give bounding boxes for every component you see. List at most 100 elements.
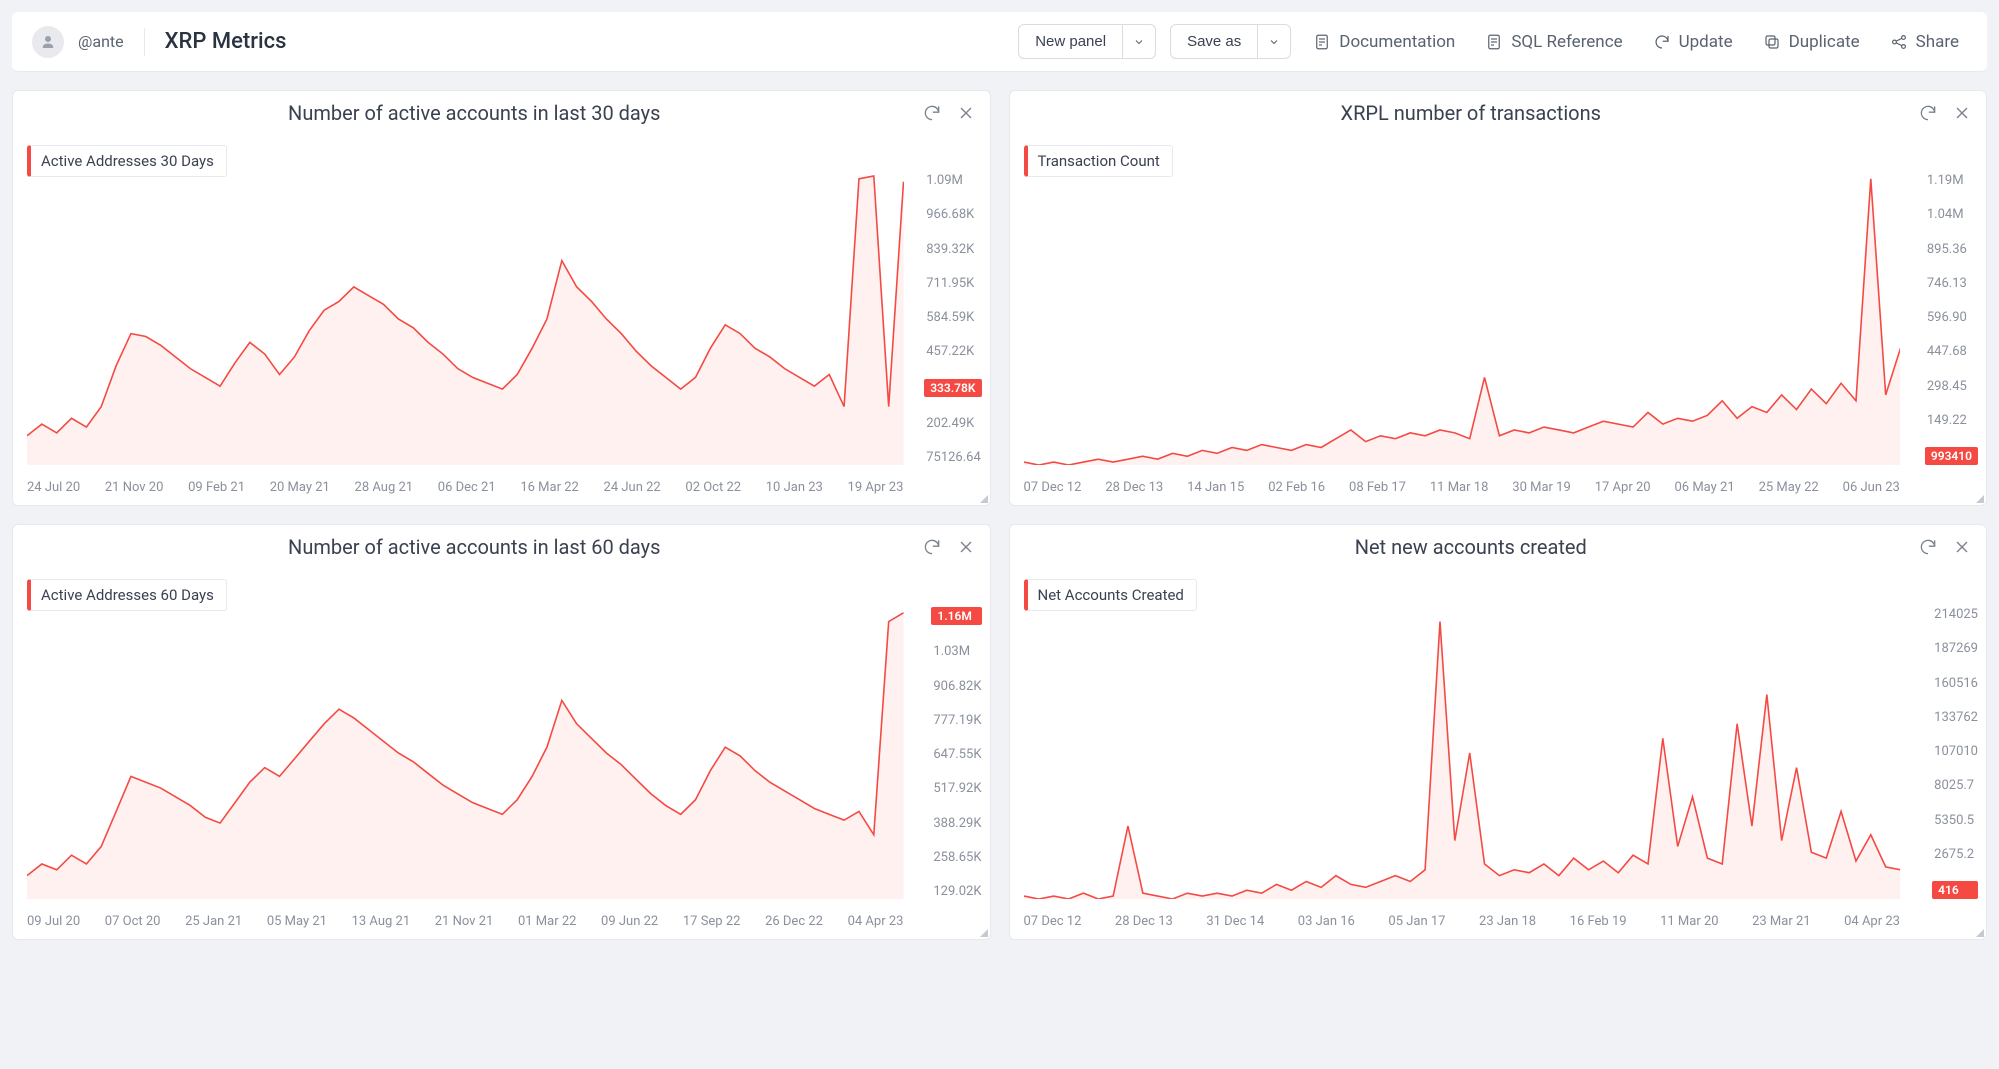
y-axis-labels: 1.16M1.03M906.82K777.19K647.55K517.92K38… (933, 607, 981, 899)
chart-svg (1024, 173, 1901, 465)
panel-title: Number of active accounts in last 60 day… (27, 535, 922, 559)
x-tick: 16 Feb 19 (1570, 914, 1627, 929)
resize-handle[interactable] (978, 493, 988, 503)
y-tick: 1.19M (1927, 173, 1978, 188)
close-icon[interactable] (1952, 103, 1972, 123)
x-tick: 31 Dec 14 (1206, 914, 1264, 929)
x-tick: 30 Mar 19 (1512, 480, 1571, 495)
y-current-badge: 416 (1932, 881, 1978, 899)
topbar: @ante XRP Metrics New panel Save as Docu… (12, 12, 1987, 72)
duplicate-label: Duplicate (1789, 32, 1860, 52)
x-tick: 11 Mar 20 (1660, 914, 1719, 929)
panel-actions (922, 103, 976, 123)
refresh-icon[interactable] (1918, 103, 1938, 123)
refresh-icon[interactable] (922, 537, 942, 557)
x-tick: 21 Nov 21 (435, 914, 494, 929)
new-panel-button[interactable]: New panel (1018, 24, 1123, 59)
y-tick: 214025 (1934, 607, 1978, 622)
page-title: XRP Metrics (165, 29, 287, 54)
panel-header: Number of active accounts in last 60 day… (13, 525, 990, 569)
chart-area: 1.19M1.04M895.36746.13596.90447.68298.45… (1010, 135, 1987, 505)
x-tick: 24 Jun 22 (604, 480, 661, 495)
doc-icon (1485, 33, 1503, 51)
y-tick: 202.49K (926, 416, 981, 431)
y-axis-labels: 1.09M966.68K839.32K711.95K584.59K457.22K… (926, 173, 981, 465)
x-tick: 08 Feb 17 (1349, 480, 1406, 495)
y-tick: 457.22K (926, 344, 981, 359)
y-current-badge: 1.16M (931, 607, 981, 625)
refresh-icon[interactable] (922, 103, 942, 123)
y-tick: 966.68K (926, 207, 981, 222)
x-tick: 25 May 22 (1759, 480, 1819, 495)
x-tick: 26 Dec 22 (765, 914, 823, 929)
share-link[interactable]: Share (1882, 26, 1967, 58)
panel-title: XRPL number of transactions (1024, 101, 1919, 125)
x-tick: 04 Apr 23 (848, 914, 904, 929)
x-axis-labels: 07 Dec 1228 Dec 1331 Dec 1403 Jan 1605 J… (1024, 914, 1901, 929)
x-tick: 07 Dec 12 (1024, 914, 1082, 929)
sql-reference-link[interactable]: SQL Reference (1477, 26, 1630, 58)
close-icon[interactable] (956, 103, 976, 123)
x-tick: 09 Feb 21 (188, 480, 245, 495)
x-tick: 09 Jul 20 (27, 914, 80, 929)
panel-actions (1918, 103, 1972, 123)
close-icon[interactable] (1952, 537, 1972, 557)
refresh-icon[interactable] (1918, 537, 1938, 557)
panel-actions (922, 537, 976, 557)
duplicate-link[interactable]: Duplicate (1755, 26, 1868, 58)
x-tick: 21 Nov 20 (105, 480, 164, 495)
y-tick: 517.92K (933, 781, 981, 796)
x-tick: 23 Mar 21 (1752, 914, 1811, 929)
y-tick: 2675.2 (1934, 847, 1978, 862)
y-tick: 75126.64 (926, 450, 981, 465)
x-tick: 05 May 21 (267, 914, 327, 929)
y-tick: 388.29K (933, 816, 981, 831)
chart-area: 2140251872691605161337621070108025.75350… (1010, 569, 1987, 939)
y-tick: 107010 (1934, 744, 1978, 759)
save-as-button[interactable]: Save as (1170, 24, 1258, 59)
resize-handle[interactable] (1974, 927, 1984, 937)
update-label: Update (1679, 32, 1733, 52)
panel-header: XRPL number of transactions (1010, 91, 1987, 135)
new-panel-caret[interactable] (1123, 24, 1156, 59)
y-tick: 258.65K (933, 850, 981, 865)
new-panel-split: New panel (1018, 24, 1156, 59)
panel-title: Net new accounts created (1024, 535, 1919, 559)
x-tick: 13 Aug 21 (352, 914, 411, 929)
y-tick: 906.82K (933, 679, 981, 694)
chart-svg (1024, 607, 1901, 899)
chart-panel: Net new accounts createdNet Accounts Cre… (1009, 524, 1988, 940)
documentation-link[interactable]: Documentation (1305, 26, 1463, 58)
x-tick: 02 Oct 22 (685, 480, 741, 495)
resize-handle[interactable] (1974, 493, 1984, 503)
resize-handle[interactable] (978, 927, 988, 937)
y-tick: 596.90 (1927, 310, 1978, 325)
chevron-down-icon (1133, 36, 1145, 48)
save-as-caret[interactable] (1258, 24, 1291, 59)
update-link[interactable]: Update (1645, 26, 1741, 58)
x-tick: 03 Jan 16 (1298, 914, 1355, 929)
avatar[interactable] (32, 26, 64, 58)
chart-svg (27, 173, 904, 465)
share-label: Share (1916, 32, 1959, 52)
close-icon[interactable] (956, 537, 976, 557)
chart-panel: Number of active accounts in last 60 day… (12, 524, 991, 940)
x-tick: 14 Jan 15 (1187, 480, 1244, 495)
y-axis-labels: 1.19M1.04M895.36746.13596.90447.68298.45… (1927, 173, 1978, 465)
y-tick: 777.19K (933, 713, 981, 728)
x-tick: 10 Jan 23 (766, 480, 823, 495)
panel-grid: Number of active accounts in last 30 day… (0, 72, 1999, 958)
x-tick: 20 May 21 (270, 480, 330, 495)
chart-panel: Number of active accounts in last 30 day… (12, 90, 991, 506)
y-tick: 1.09M (926, 173, 981, 188)
y-tick: 187269 (1934, 641, 1978, 656)
x-tick: 17 Sep 22 (683, 914, 741, 929)
y-tick: 584.59K (926, 310, 981, 325)
share-icon (1890, 33, 1908, 51)
chart-area: 1.09M966.68K839.32K711.95K584.59K457.22K… (13, 135, 990, 505)
y-current-badge: 333.78K (924, 379, 981, 397)
y-tick: 1.03M (933, 644, 981, 659)
username[interactable]: @ante (78, 32, 124, 51)
y-tick: 5350.5 (1934, 813, 1978, 828)
y-tick: 746.13 (1927, 276, 1978, 291)
